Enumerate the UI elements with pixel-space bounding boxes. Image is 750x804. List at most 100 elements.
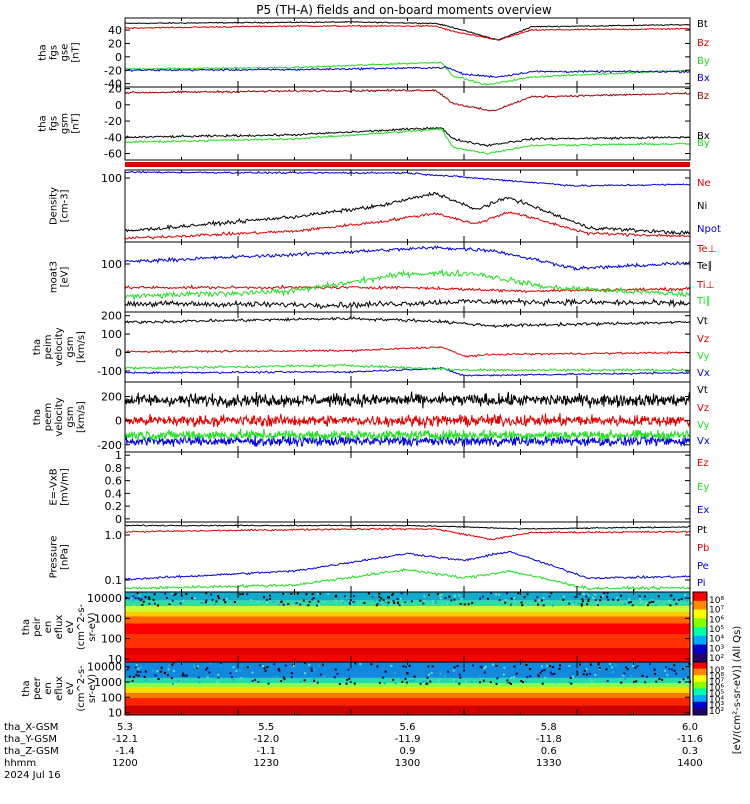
peim-velocity-trace-3 <box>125 363 690 373</box>
peir-eflux-speckle <box>590 598 593 601</box>
peir-eflux-speckle <box>545 594 548 597</box>
fgs-gsm-legend-Bz: Bz <box>697 91 709 102</box>
peir-eflux-speckle <box>580 604 583 607</box>
peer-eflux-speckle <box>359 663 362 666</box>
peer-eflux-speckle <box>266 666 269 669</box>
peer-eflux-speckle <box>681 667 684 670</box>
peir-eflux-speckle <box>603 592 606 595</box>
peir-eflux-speckle <box>391 593 394 596</box>
peir-eflux-speckle <box>349 599 352 602</box>
peer-eflux-speckle <box>408 664 411 667</box>
peir-eflux-speckle <box>458 594 461 597</box>
efield-ytick-label: 0.8 <box>105 462 123 475</box>
peir-eflux-speckle <box>571 604 574 607</box>
peir-eflux-speckle <box>222 595 225 598</box>
peer-eflux-speckle <box>345 682 348 685</box>
peer-eflux-speckle <box>235 669 238 672</box>
temperature-ylabel: moat3 <box>49 261 60 293</box>
peer-eflux-speckle <box>400 677 403 680</box>
peer-eflux-speckle <box>290 665 293 668</box>
peir-eflux-speckle <box>363 601 366 604</box>
peer-eflux-speckle <box>354 662 357 665</box>
peir-eflux-speckle <box>675 602 678 605</box>
peer-eflux-speckle <box>597 663 600 666</box>
peer-eflux-colorbar-seg <box>693 668 707 676</box>
peir-eflux-speckle <box>148 602 151 605</box>
peir-eflux-speckle <box>548 595 551 598</box>
fgs-gse-frame <box>124 17 691 88</box>
peer-eflux-speckle <box>510 676 513 679</box>
peir-eflux-speckle <box>410 600 413 603</box>
peir-eflux-speckle <box>211 598 214 601</box>
peer-eflux-speckle <box>394 682 397 685</box>
peir-eflux-speckle <box>305 593 308 596</box>
peer-eflux-speckle <box>689 663 692 666</box>
pressure-trace-2 <box>125 550 690 581</box>
peer-eflux-speckle <box>635 680 638 683</box>
peir-eflux-speckle <box>200 602 203 605</box>
peir-eflux-speckle <box>282 603 285 606</box>
peer-eflux-speckle <box>137 667 140 670</box>
peer-eflux-colorbar-seg <box>693 695 707 703</box>
peir-eflux-speckle <box>397 601 400 604</box>
peer-eflux-speckle <box>127 666 130 669</box>
peer-eflux-speckle <box>284 664 287 667</box>
peir-eflux-speckle <box>392 600 395 603</box>
peer-eflux-speckle <box>495 664 498 667</box>
peir-eflux-speckle <box>168 603 171 606</box>
peer-eflux-speckle <box>382 676 385 679</box>
efield-legend-Ez: Ez <box>697 458 709 469</box>
peir-eflux-speckle <box>202 593 205 596</box>
peer-eflux-speckle <box>177 679 180 682</box>
xaxis-value: -11.9 <box>395 734 421 745</box>
peir-eflux-speckle <box>342 597 345 600</box>
peer-eflux-speckle <box>139 666 142 669</box>
peir-eflux-speckle <box>562 598 565 601</box>
peir-eflux-speckle <box>327 593 330 596</box>
peer-eflux-speckle <box>464 680 467 683</box>
pressure-legend-Pe: Pe <box>697 561 709 572</box>
peir-eflux-speckle <box>317 593 320 596</box>
peer-eflux-speckle <box>427 665 430 668</box>
peir-eflux-speckle <box>505 592 508 595</box>
peer-eflux-speckle <box>128 675 131 678</box>
peim-velocity-ytick-label: 200 <box>101 310 122 323</box>
peem-velocity-legend-Vt: Vt <box>697 385 708 396</box>
peer-eflux-speckle <box>350 663 353 666</box>
peer-eflux-speckle <box>178 681 181 684</box>
peer-eflux-speckle <box>219 664 222 667</box>
peir-eflux-speckle <box>423 595 426 598</box>
peer-eflux-speckle <box>661 678 664 681</box>
fgs-gse-ytick-label: -40 <box>104 78 122 91</box>
peer-eflux-speckle <box>166 674 169 677</box>
peir-eflux-speckle <box>131 599 134 602</box>
peir-eflux-speckle <box>374 599 377 602</box>
peir-eflux-speckle <box>290 592 293 595</box>
peer-eflux-band-6 <box>125 662 690 678</box>
peir-eflux-speckle <box>524 604 527 607</box>
peir-eflux-speckle <box>334 596 337 599</box>
peir-eflux-speckle <box>278 603 281 606</box>
peer-eflux-speckle <box>529 668 532 671</box>
peir-eflux-speckle <box>148 597 151 600</box>
peem-velocity-ylabel: [km/s] <box>76 401 87 433</box>
peer-eflux-speckle <box>526 676 529 679</box>
peir-eflux-speckle <box>315 604 318 607</box>
peir-eflux-speckle <box>132 595 135 598</box>
peir-eflux-colorbar-tick: 10⁵ <box>709 625 724 635</box>
peir-eflux-speckle <box>280 600 283 603</box>
peer-eflux-speckle <box>506 679 509 682</box>
peer-eflux-speckle <box>632 664 635 667</box>
peir-eflux-speckle <box>268 594 271 597</box>
peer-eflux-speckle <box>582 673 585 676</box>
pressure-trace-3 <box>125 567 690 592</box>
peir-eflux-speckle <box>504 601 507 604</box>
peir-eflux-speckle <box>169 601 172 604</box>
peer-eflux-speckle <box>370 663 373 666</box>
temperature-ylabel: [eV] <box>60 267 71 288</box>
peir-eflux-colorbar-seg <box>693 618 707 628</box>
peim-velocity-legend-Vt: Vt <box>697 316 708 327</box>
peer-eflux-speckle <box>458 682 461 685</box>
peer-eflux-band-5 <box>125 677 690 684</box>
